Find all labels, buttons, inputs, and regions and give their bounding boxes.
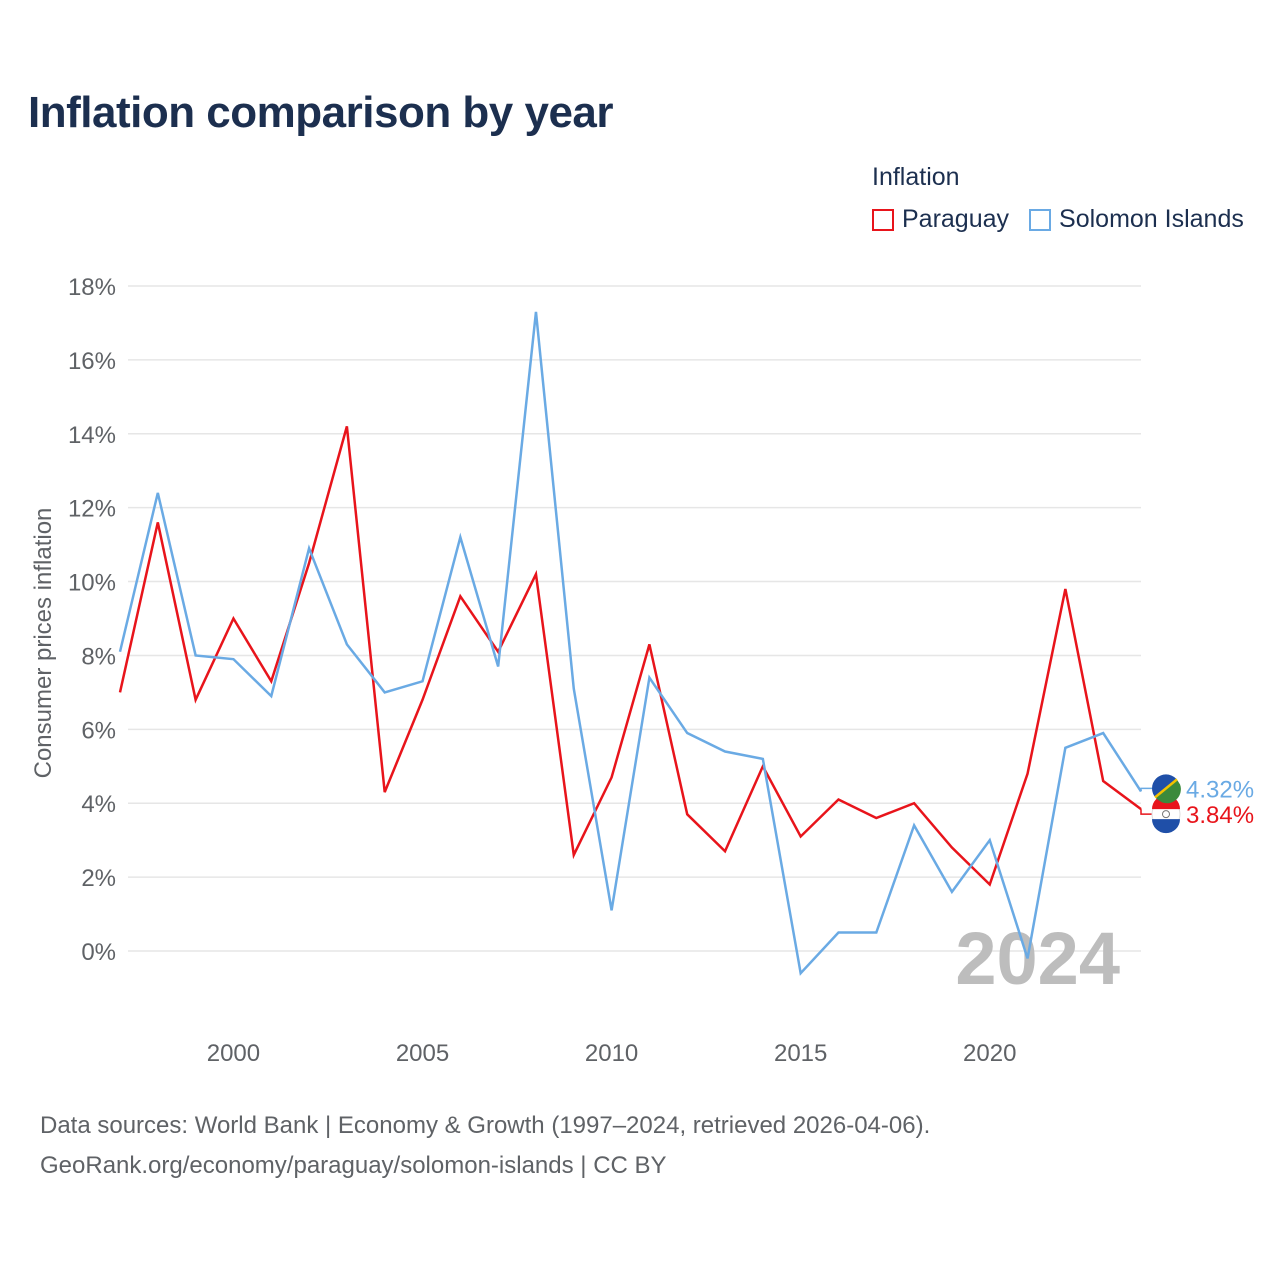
y-tick-label: 0% [81,939,116,966]
data-point-solomon-islands[interactable] [987,837,993,843]
legend-label-paraguay: Paraguay [902,205,1010,233]
y-tick-label: 6% [81,717,116,744]
data-point-solomon-islands[interactable] [268,693,274,699]
data-point-solomon-islands[interactable] [646,675,652,681]
data-point-solomon-islands[interactable] [155,490,161,496]
legend-swatch-paraguay [872,208,894,231]
y-tick-label: 16% [68,348,116,375]
y-tick-label: 8% [81,643,116,670]
y-tick-label: 18% [68,274,116,301]
data-point-solomon-islands[interactable] [722,749,728,755]
data-point-paraguay[interactable] [457,593,463,599]
data-point-solomon-islands[interactable] [306,545,312,551]
x-tick-label: 2015 [774,1040,827,1067]
data-point-solomon-islands[interactable] [949,889,955,895]
data-point-paraguay[interactable] [684,811,690,817]
x-tick-label: 2005 [396,1040,449,1067]
data-point-solomon-islands[interactable] [533,309,539,315]
legend-item-solomon-islands[interactable]: Solomon Islands [1029,205,1244,234]
end-connector-solomon-islands [1140,787,1152,792]
y-tick-label: 14% [68,422,116,449]
year-watermark: 2024 [955,917,1120,1000]
data-point-solomon-islands[interactable] [344,641,350,647]
data-point-paraguay[interactable] [344,423,350,429]
data-point-solomon-islands[interactable] [684,730,690,736]
end-value-label-paraguay: 3.84% [1186,802,1254,829]
y-axis-ticks: 0% 2% 4% 6% 8% 10% 12% 14% 16% 18% [68,274,116,966]
legend-label-solomon-islands: Solomon Islands [1059,205,1244,233]
data-point-paraguay[interactable] [1025,771,1031,777]
data-point-solomon-islands[interactable] [911,822,917,828]
y-axis-label: Consumer prices inflation [30,508,57,779]
legend: Paraguay Solomon Islands [872,205,1244,234]
data-point-paraguay[interactable] [873,815,879,821]
line-chart: 0%2%4%6%8%10%12%14%16%18% 2000 2005 2010 20… [30,274,1254,1067]
data-point-paraguay[interactable] [609,774,615,780]
footer: Data sources: World Bank | Economy & Gro… [40,1106,930,1186]
data-point-solomon-islands[interactable] [571,686,577,692]
data-point-solomon-islands[interactable] [230,656,236,662]
data-point-solomon-islands[interactable] [117,649,123,655]
x-axis-ticks: 2000 2005 2010 2015 2020 [207,1040,1017,1067]
data-point-paraguay[interactable] [835,797,841,803]
end-value-label-solomon-islands: 4.32% [1186,776,1254,803]
footer-attribution: GeoRank.org/economy/paraguay/solomon-isl… [40,1152,667,1179]
grid-lines [128,285,1141,952]
data-point-solomon-islands[interactable] [420,678,426,684]
data-point-paraguay[interactable] [722,848,728,854]
end-markers: 3.84%4.32% [1140,774,1254,834]
legend-swatch-solomon-islands [1029,208,1052,231]
series-lines [117,309,1143,976]
x-tick-label: 2020 [963,1040,1016,1067]
footer-sources: Data sources: World Bank | Economy & Gro… [40,1112,931,1139]
data-point-paraguay[interactable] [230,616,236,622]
data-point-solomon-islands[interactable] [798,970,804,976]
y-tick-label: 12% [68,496,116,523]
flag-icon-solomon-islands [1152,774,1181,804]
data-point-solomon-islands[interactable] [495,664,501,670]
data-point-paraguay[interactable] [382,789,388,795]
end-connector-paraguay [1140,809,1152,815]
x-tick-label: 2000 [207,1040,260,1067]
x-tick-label: 2010 [585,1040,638,1067]
data-point-paraguay[interactable] [420,697,426,703]
data-point-solomon-islands[interactable] [1025,955,1031,961]
data-point-solomon-islands[interactable] [609,907,615,913]
series-line-solomon-islands[interactable] [118,311,1143,976]
data-point-paraguay[interactable] [1062,586,1068,592]
data-point-paraguay[interactable] [646,641,652,647]
data-point-paraguay[interactable] [987,882,993,888]
data-point-paraguay[interactable] [117,689,123,695]
legend-title: Inflation [872,163,960,191]
y-tick-label: 4% [81,791,116,818]
data-point-paraguay[interactable] [571,852,577,858]
data-point-solomon-islands[interactable] [193,652,199,658]
chart-title: Inflation comparison by year [28,88,614,137]
data-point-paraguay[interactable] [798,833,804,839]
legend-item-paraguay[interactable]: Paraguay [872,205,1009,234]
data-point-solomon-islands[interactable] [760,756,766,762]
data-point-solomon-islands[interactable] [382,689,388,695]
data-point-paraguay[interactable] [533,571,539,577]
data-point-solomon-islands[interactable] [1062,745,1068,751]
data-point-paraguay[interactable] [949,845,955,851]
data-point-solomon-islands[interactable] [835,930,841,936]
data-point-paraguay[interactable] [155,519,161,525]
data-point-solomon-islands[interactable] [1100,730,1106,736]
y-tick-label: 10% [68,570,116,597]
y-tick-label: 2% [81,865,116,892]
data-point-paraguay[interactable] [1100,778,1106,784]
data-point-solomon-islands[interactable] [457,534,463,540]
data-point-paraguay[interactable] [911,800,917,806]
data-point-solomon-islands[interactable] [873,930,879,936]
data-point-paraguay[interactable] [193,697,199,703]
